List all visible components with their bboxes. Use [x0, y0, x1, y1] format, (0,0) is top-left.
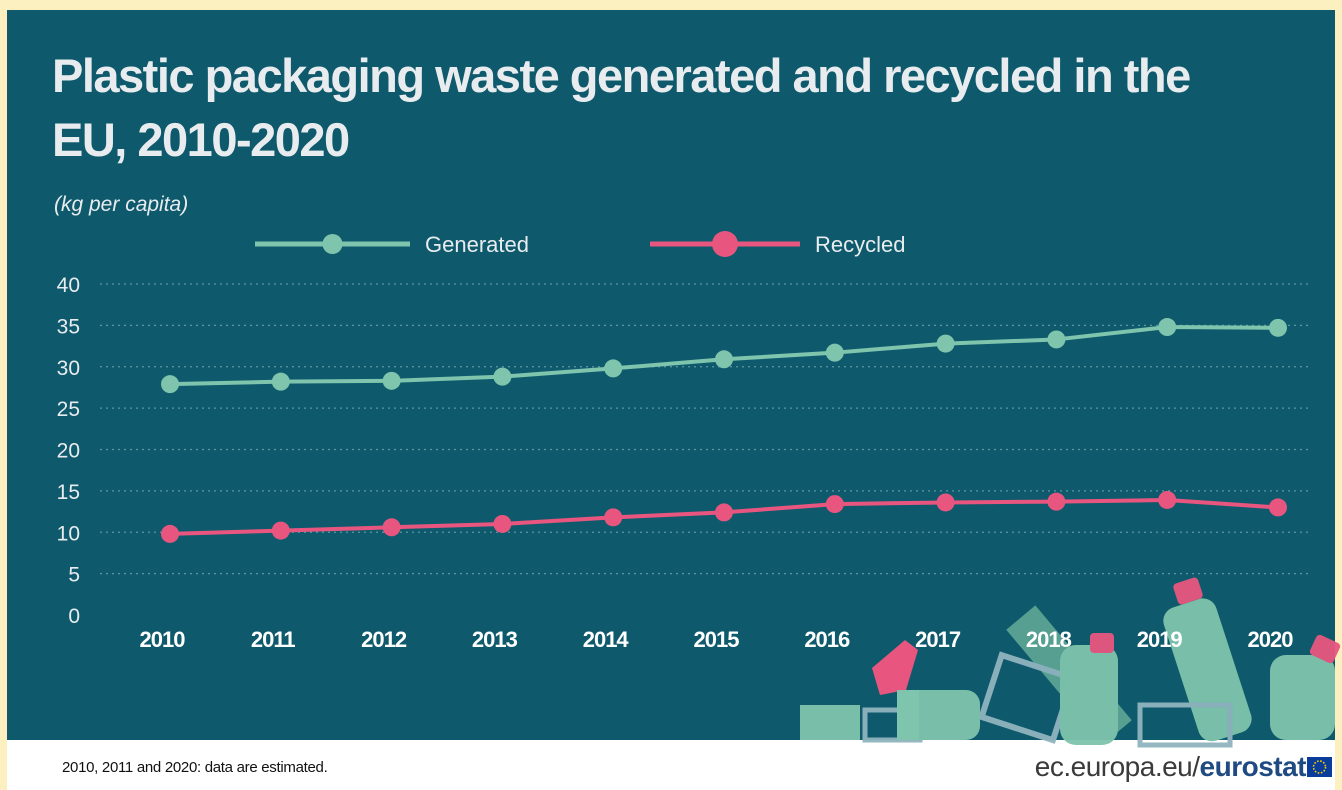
footer-bar: [7, 740, 1335, 790]
series-group: [161, 318, 1287, 543]
unit-label: (kg per capita): [54, 193, 189, 216]
data-point-recycled: [715, 503, 733, 522]
data-point-generated: [825, 343, 844, 362]
x-tick-label: 2015: [694, 627, 740, 652]
legend-label-generated: Generated: [425, 232, 529, 257]
y-tick-label: 35: [57, 315, 80, 338]
source-domain: ec.europa.eu/: [1034, 751, 1200, 782]
x-tick-label: 2013: [472, 627, 518, 652]
data-point-recycled: [604, 508, 623, 527]
footnote: 2010, 2011 and 2020: data are estimated.: [62, 759, 328, 776]
chart-title: Plastic packaging waste generated and re…: [52, 49, 1191, 166]
legend-marker-recycled: [712, 231, 738, 257]
y-tick-label: 0: [68, 605, 80, 628]
data-point-generated: [715, 350, 733, 369]
data-point-generated: [382, 371, 401, 390]
data-point-recycled: [825, 495, 844, 514]
x-axis: 2010 2011 2012 2013 2014 2015 2016 2017 2018 2019…: [140, 627, 1295, 652]
x-tick-label: 2011: [251, 627, 295, 652]
data-point-generated: [493, 367, 512, 386]
grid-lines: [100, 283, 1310, 575]
y-tick-label: 25: [57, 398, 80, 421]
plastic-bottles-illustration: [800, 577, 1341, 748]
x-tick-label: 2017: [915, 627, 961, 652]
data-point-generated: [1158, 318, 1177, 337]
x-tick-label: 2016: [804, 627, 850, 652]
data-point-recycled: [1269, 498, 1287, 517]
x-tick-label: 2012: [361, 627, 407, 652]
legend-label-recycled: Recycled: [815, 232, 905, 257]
y-tick-label: 40: [57, 274, 80, 297]
data-point-generated: [936, 334, 955, 353]
x-tick-label: 2010: [140, 627, 186, 652]
data-point-recycled: [936, 493, 955, 512]
x-tick-label: 2019: [1137, 627, 1183, 652]
x-tick-label: 2018: [1026, 627, 1072, 652]
x-tick-label: 2020: [1248, 627, 1294, 652]
y-tick-label: 10: [57, 522, 80, 545]
eurostat-logo-text: eurostat: [1199, 751, 1307, 782]
y-tick-label: 5: [68, 564, 80, 587]
legend: Generated Recycled: [255, 231, 905, 257]
data-point-recycled: [382, 518, 401, 537]
data-point-recycled: [1158, 490, 1177, 509]
y-tick-label: 15: [57, 481, 80, 504]
eu-flag-icon: [1307, 757, 1332, 777]
data-point-generated: [161, 375, 179, 394]
legend-marker-generated: [322, 234, 343, 254]
y-tick-label: 20: [57, 440, 80, 463]
x-tick-label: 2014: [583, 627, 630, 652]
data-point-recycled: [161, 524, 179, 543]
spray-bottle-icon: [872, 640, 919, 740]
chart-panel: [7, 10, 1335, 740]
data-point-generated: [604, 359, 623, 378]
source-link[interactable]: ec.europa.eu/eurostat: [1034, 751, 1307, 783]
data-point-recycled: [1047, 492, 1066, 511]
data-point-generated: [1047, 330, 1066, 349]
data-point-recycled: [271, 521, 290, 540]
data-point-recycled: [493, 514, 512, 533]
data-point-generated: [1269, 318, 1287, 337]
y-tick-label: 30: [57, 357, 80, 380]
data-point-generated: [271, 372, 290, 391]
y-axis: 0 5 10 15 20 25 30 35 40: [57, 274, 80, 628]
